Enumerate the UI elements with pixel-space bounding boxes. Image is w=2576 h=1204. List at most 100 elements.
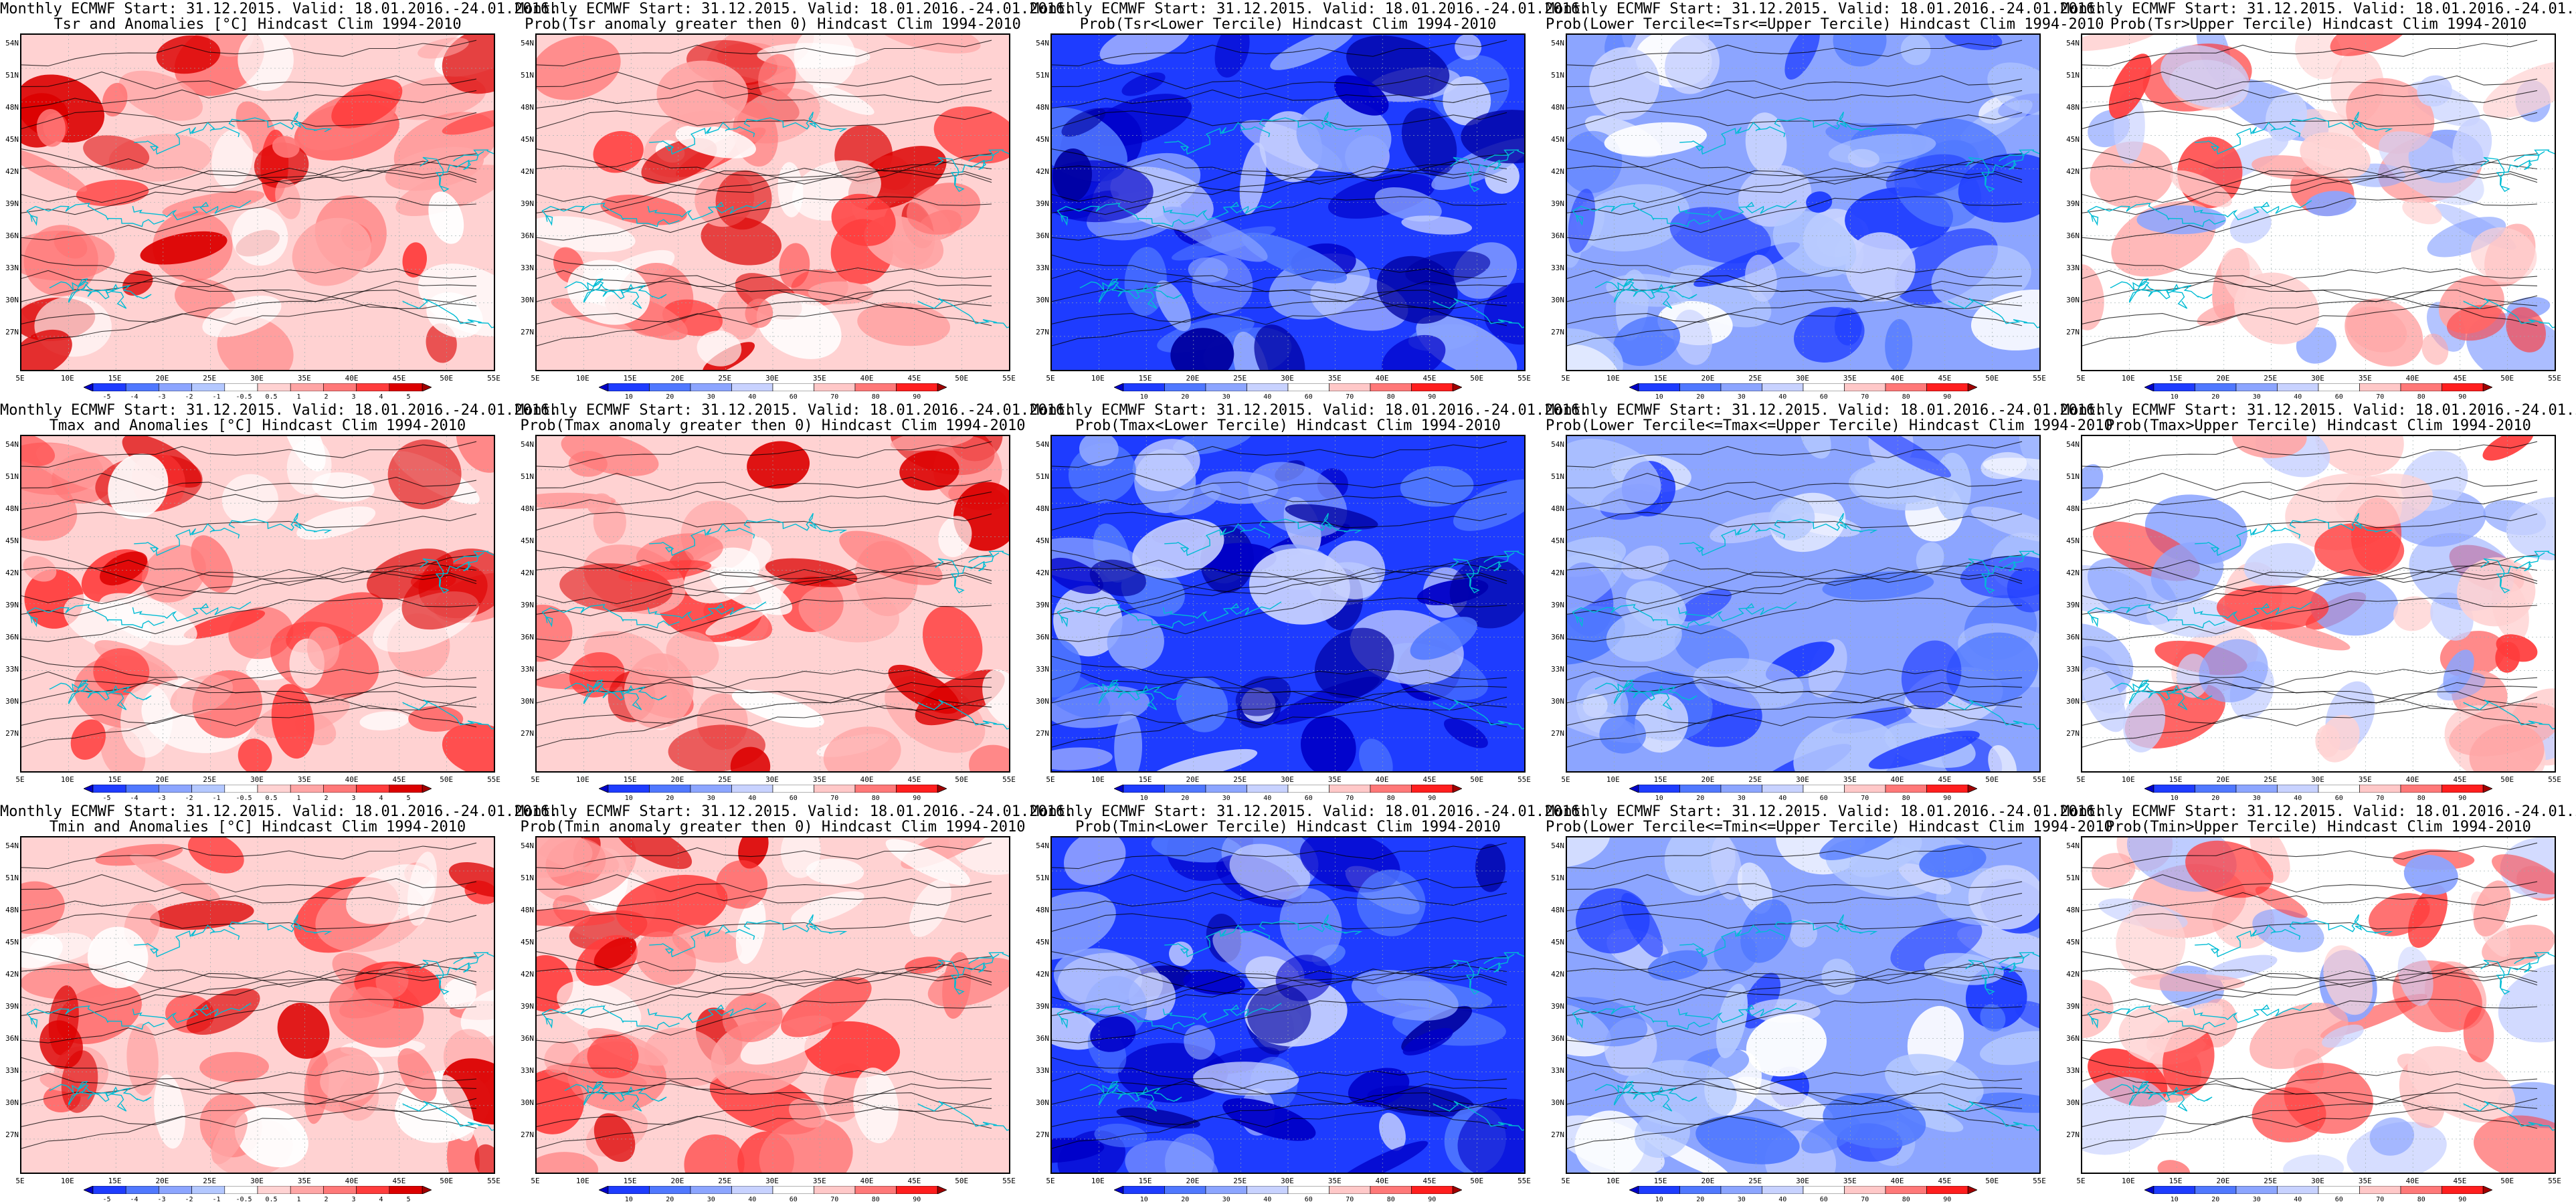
field-patch — [788, 1098, 826, 1128]
field-patch — [1968, 865, 2039, 930]
longitude-label: 15E — [2169, 374, 2183, 383]
colorbar-segment — [1720, 785, 1762, 793]
coastline-border — [1164, 924, 1271, 958]
colorbar-segment — [2318, 1186, 2360, 1194]
field-patch — [1834, 307, 1862, 346]
temperature-contour — [21, 892, 477, 912]
field-patch — [275, 179, 301, 219]
field-patch — [738, 837, 769, 869]
field-patch — [804, 1021, 901, 1078]
latitude-label: 27N — [1036, 1130, 1049, 1139]
longitude-label: 20E — [155, 1177, 169, 1185]
temperature-contour — [1052, 671, 1507, 704]
longitude-label: 20E — [2216, 374, 2230, 383]
colorbar-tick-label: 80 — [2417, 795, 2425, 802]
field-patch — [537, 1152, 599, 1173]
temperature-contour — [1052, 999, 1507, 1043]
temperature-contour — [21, 999, 477, 1043]
coastline-border — [2514, 952, 2555, 965]
colorbar-segment — [2153, 383, 2195, 391]
map-field-svg — [2082, 837, 2555, 1173]
latitude-label: 30N — [2066, 1098, 2080, 1107]
coastline-border — [1433, 298, 1524, 328]
coastline-border — [2128, 679, 2188, 710]
colorbar-tick-label: 40 — [1263, 393, 1272, 401]
map-area — [20, 33, 495, 371]
colorbar-segment — [1411, 1186, 1453, 1194]
coastline-border — [49, 280, 152, 300]
coastline-border — [1613, 679, 1673, 710]
latitude-label: 33N — [2066, 1066, 2080, 1075]
latitude-label: 33N — [2066, 264, 2080, 272]
panel-title-line1: Monthly ECMWF Start: 31.12.2015. Valid: … — [1030, 1, 1589, 17]
temperature-contour — [1567, 842, 2023, 870]
coastline-border — [1433, 1100, 1524, 1131]
field-patch — [1957, 925, 2039, 971]
temperature-contour — [537, 559, 992, 583]
colorbar-segment — [690, 785, 732, 793]
coastline-border — [2514, 550, 2555, 563]
colorbar-segment — [690, 383, 732, 391]
field-patch — [1772, 211, 1857, 278]
colorbar-segment — [1205, 785, 1247, 793]
temperature-contour — [1052, 166, 1507, 215]
colorbar-tick-label: 80 — [1902, 1196, 1910, 1203]
temperature-contour — [1567, 597, 2023, 642]
field-patch — [1116, 1107, 1200, 1129]
latitude-label: 36N — [2066, 633, 2080, 641]
temperature-contour — [1052, 951, 1507, 996]
field-patch — [1235, 676, 1291, 716]
latitude-label: 39N — [1036, 199, 1049, 208]
latitude-label: 45N — [1036, 938, 1049, 946]
panel-title-line1: Monthly ECMWF Start: 31.12.2015. Valid: … — [515, 1, 1074, 17]
longitude-label: 50E — [955, 374, 969, 383]
longitude-label: 40E — [860, 775, 874, 784]
longitude-label: 5E — [2076, 374, 2086, 383]
temperature-contour — [2082, 1070, 2538, 1105]
colorbar-tick-label: 30 — [2252, 795, 2261, 802]
coastline-border — [743, 111, 848, 132]
field-patch — [1885, 1054, 1984, 1111]
temperature-contour — [2082, 1072, 2538, 1106]
latitude-label: 30N — [521, 296, 534, 304]
latitude-label: 48N — [521, 504, 534, 513]
temperature-contour — [21, 512, 477, 531]
colorbar-high-extension — [1967, 383, 1977, 391]
temperature-contour — [537, 39, 992, 67]
longitude-label: 5E — [15, 775, 25, 784]
colorbar-tick-label: 20 — [2211, 1196, 2220, 1203]
colorbar-tick-label: 80 — [871, 1196, 880, 1203]
map-area — [2081, 836, 2556, 1174]
coastline-border — [1056, 203, 1195, 227]
latitude-label: 42N — [2066, 569, 2080, 577]
panel-title-line1: Monthly ECMWF Start: 31.12.2015. Valid: … — [1546, 1, 2104, 17]
colorbar-segment — [257, 785, 291, 793]
longitude-label: 35E — [2358, 775, 2372, 784]
colorbar-tick-label: 3 — [351, 795, 356, 802]
temperature-contour — [1052, 158, 1507, 182]
latitude-label: 30N — [521, 1098, 534, 1107]
latitude-label: 27N — [521, 729, 534, 738]
colorbar-segment — [772, 383, 814, 391]
field-patch — [2314, 436, 2404, 476]
temperature-contour — [21, 441, 477, 468]
field-patch — [969, 744, 1009, 771]
colorbar-tick-label: 30 — [2252, 1196, 2261, 1203]
field-patch — [1944, 35, 2003, 50]
longitude-label: 40E — [1375, 775, 1389, 784]
colorbar-segment — [608, 383, 650, 391]
latitude-label: 54N — [5, 39, 19, 47]
field-patch — [1806, 191, 1833, 213]
field-patch — [1241, 232, 1348, 284]
latitude-label: 54N — [2066, 39, 2080, 47]
field-patch — [1574, 1110, 1645, 1173]
field-patch — [1673, 309, 1713, 365]
latitude-label: 45N — [1036, 135, 1049, 144]
temperature-contour — [2082, 555, 2538, 605]
field-patch — [2322, 1024, 2364, 1048]
colorbar-segment — [1123, 785, 1165, 793]
colorbar-svg — [1114, 1186, 1462, 1194]
latitude-label: 45N — [5, 938, 19, 946]
latitude-label: 51N — [521, 472, 534, 481]
latitude-label: 54N — [521, 39, 534, 47]
